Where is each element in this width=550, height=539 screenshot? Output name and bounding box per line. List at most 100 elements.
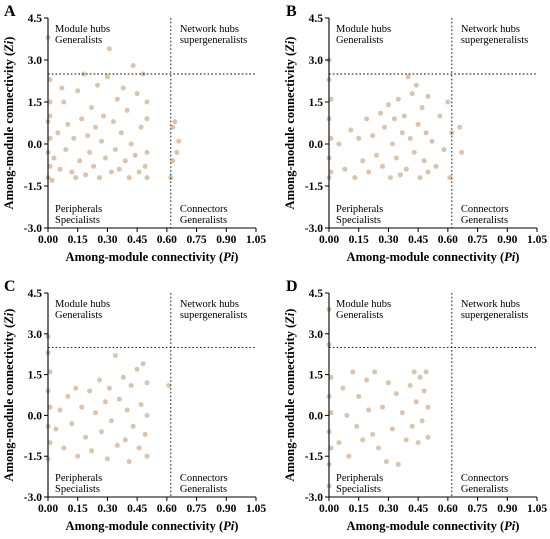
x-tick-label: 0.45	[408, 503, 428, 515]
quadrant-label-connectors: Connectors	[180, 204, 228, 215]
quadrant-label-connectors: Generalists	[461, 484, 508, 495]
data-point	[421, 158, 427, 164]
data-point	[395, 96, 401, 102]
data-point	[144, 412, 150, 418]
x-tick-label: 0.30	[97, 234, 117, 246]
data-point	[447, 175, 453, 181]
data-point	[102, 155, 108, 161]
x-tick-label: 0.30	[378, 234, 398, 246]
data-point	[144, 116, 150, 122]
data-point	[122, 437, 128, 443]
x-tick-label: 0.15	[68, 503, 88, 515]
data-point	[106, 385, 112, 391]
data-point	[79, 116, 85, 122]
data-point	[138, 124, 144, 130]
x-tick-label: 0.00	[38, 234, 58, 246]
data-point	[97, 175, 102, 181]
data-point	[411, 369, 417, 375]
data-point	[57, 407, 63, 413]
data-point	[140, 361, 146, 367]
x-tick-label: 0.75	[187, 234, 207, 246]
data-point	[342, 166, 348, 172]
data-point	[47, 163, 53, 169]
data-point	[47, 440, 53, 446]
data-point	[421, 388, 427, 394]
data-point	[437, 113, 443, 119]
scatter-points	[326, 57, 465, 181]
panel-letter: D	[286, 278, 298, 295]
x-tick-label: 0.90	[216, 234, 236, 246]
data-point	[356, 135, 362, 141]
data-point	[114, 442, 120, 448]
quadrant-label-module-hubs: Module hubs	[336, 24, 391, 35]
panel-d: D 0.00 0.15 0.30 0.45 0.60 0.75 0.90 1.05 -3.0 -1.…	[283, 278, 547, 533]
x-tick-label: 0.75	[187, 503, 207, 515]
data-point	[403, 166, 409, 172]
data-point	[144, 99, 150, 105]
x-tick-label: 0.00	[38, 503, 58, 515]
panel-letter: A	[4, 3, 16, 20]
data-point	[79, 404, 85, 410]
data-point	[380, 163, 385, 169]
data-point	[144, 453, 150, 459]
data-point	[378, 110, 383, 116]
x-tick-label: 0.00	[319, 503, 339, 515]
data-point	[118, 130, 124, 136]
data-point	[383, 459, 389, 465]
x-tick-label: 0.15	[68, 234, 88, 246]
x-tick-label: 0.60	[157, 503, 177, 515]
data-point	[108, 169, 114, 175]
data-point	[382, 124, 387, 130]
quadrant-label-peripherals: Peripherals	[336, 204, 383, 215]
data-point	[397, 172, 403, 178]
quadrant-label-network-hubs: supergeneralists	[180, 35, 247, 46]
data-point	[405, 74, 411, 80]
data-point	[391, 116, 397, 122]
data-point	[69, 421, 75, 427]
data-point	[423, 369, 429, 375]
data-point	[120, 85, 126, 91]
panel-letter: C	[4, 278, 16, 295]
data-point	[116, 166, 122, 172]
x-tick-label: 0.00	[319, 234, 339, 246]
y-tick-label: 4.5	[28, 13, 43, 25]
data-point	[409, 423, 415, 429]
data-point	[61, 445, 67, 451]
data-point	[411, 149, 417, 155]
data-point	[108, 418, 114, 424]
data-point	[401, 113, 407, 119]
y-axis-title: Among-module connectivity (Zi)	[283, 309, 297, 482]
quadrant-label-module-hubs: Generalists	[336, 35, 383, 46]
scatter-points	[45, 35, 182, 183]
data-point	[47, 99, 53, 105]
x-tick-label: 0.60	[438, 234, 458, 246]
data-point	[395, 461, 401, 467]
data-point	[380, 404, 385, 410]
quadrant-label-network-hubs: supergeneralists	[461, 35, 528, 46]
data-point	[55, 130, 61, 136]
data-point	[336, 141, 342, 147]
data-point	[393, 155, 399, 161]
data-point	[57, 166, 63, 172]
y-tick-label: 1.5	[309, 97, 324, 109]
data-point	[403, 437, 409, 443]
x-axis-title: Among-module connectivity (Pi)	[66, 519, 239, 533]
data-point	[47, 113, 53, 119]
quadrant-label-connectors: Generalists	[180, 484, 227, 495]
data-point	[429, 138, 435, 144]
x-tick-label: 0.30	[378, 503, 398, 515]
data-point	[441, 147, 447, 153]
data-point	[366, 407, 372, 413]
x-tick-label: 1.05	[246, 234, 266, 246]
y-tick-label: -1.5	[305, 181, 323, 193]
data-point	[445, 99, 451, 105]
data-point	[87, 149, 93, 155]
data-point	[144, 380, 150, 386]
data-point	[415, 440, 421, 446]
quadrant-label-network-hubs: supergeneralists	[461, 310, 528, 321]
data-point	[142, 431, 148, 437]
quadrant-label-peripherals: Peripherals	[336, 473, 383, 484]
quadrant-label-module-hubs: Module hubs	[55, 299, 110, 310]
data-point	[364, 116, 370, 122]
